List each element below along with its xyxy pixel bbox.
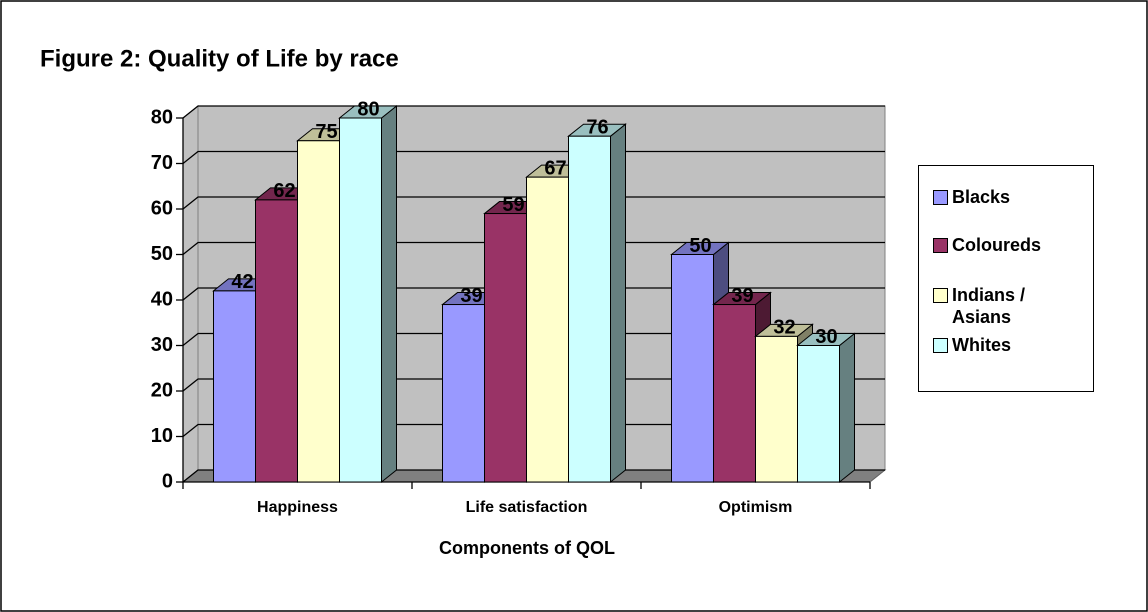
y-tick-label: 60 [151,197,173,219]
legend-entry: Coloureds [933,234,1072,256]
grid-line [182,287,885,301]
data-label: 39 [731,285,753,307]
legend-entry: Whites [933,334,1072,356]
bar [797,345,840,483]
data-label: 62 [273,180,295,202]
grid-line [182,150,885,165]
legend-swatch [933,338,948,353]
grid-line [182,378,885,392]
bar [671,254,714,483]
y-tick-label: 80 [151,106,173,128]
grid-line [182,241,885,256]
grid-line [182,196,885,210]
bar [713,304,756,483]
bar [213,290,256,483]
legend: Blacks Coloureds Indians / Asians Whites [918,165,1094,392]
bar-side [839,332,855,484]
y-tick-label: 10 [151,425,173,447]
legend-label: Whites [952,335,1012,355]
legend-swatch [933,190,948,205]
data-label: 50 [689,235,711,257]
x-tick-label: Happiness [257,499,338,516]
y-tick-label: 50 [151,243,173,265]
x-tick-label: Life satisfaction [466,499,588,516]
bar [339,117,382,483]
bar [297,140,340,483]
legend-label: Blacks [952,187,1011,207]
legend-label: Indians / Asians [952,285,1026,327]
grid-line [182,423,885,438]
data-label: 39 [460,285,482,307]
bar [755,335,798,483]
data-label: 80 [357,98,379,120]
legend-label: Coloureds [952,235,1042,255]
bar [255,199,298,483]
data-label: 30 [815,326,837,348]
y-tick-label: 0 [162,470,173,492]
data-label: 42 [231,271,253,293]
data-label: 75 [315,121,337,143]
data-label: 32 [773,317,795,339]
legend-swatch [933,288,948,303]
data-label: 59 [502,194,524,216]
legend-entry: Blacks [933,186,1072,208]
bar [484,213,527,483]
data-label: 76 [586,116,608,138]
legend-swatch [933,238,948,253]
x-axis-title: Components of QOL [439,538,615,558]
y-tick-label: 40 [151,288,173,310]
grid-line [182,332,885,347]
y-tick-label: 30 [151,334,173,356]
grid-line [182,105,885,119]
bar-side [610,123,626,484]
data-label: 67 [544,157,566,179]
bar [568,135,611,483]
legend-entry: Indians / Asians [933,284,1072,328]
y-tick-label: 70 [151,152,173,174]
bar [442,304,485,483]
grid-line [182,469,885,483]
bar [526,176,569,483]
x-tick-label: Optimism [719,499,793,516]
chart-title: Figure 2: Quality of Life by race [40,45,399,72]
bar-side [381,104,397,484]
y-tick-label: 20 [151,379,173,401]
